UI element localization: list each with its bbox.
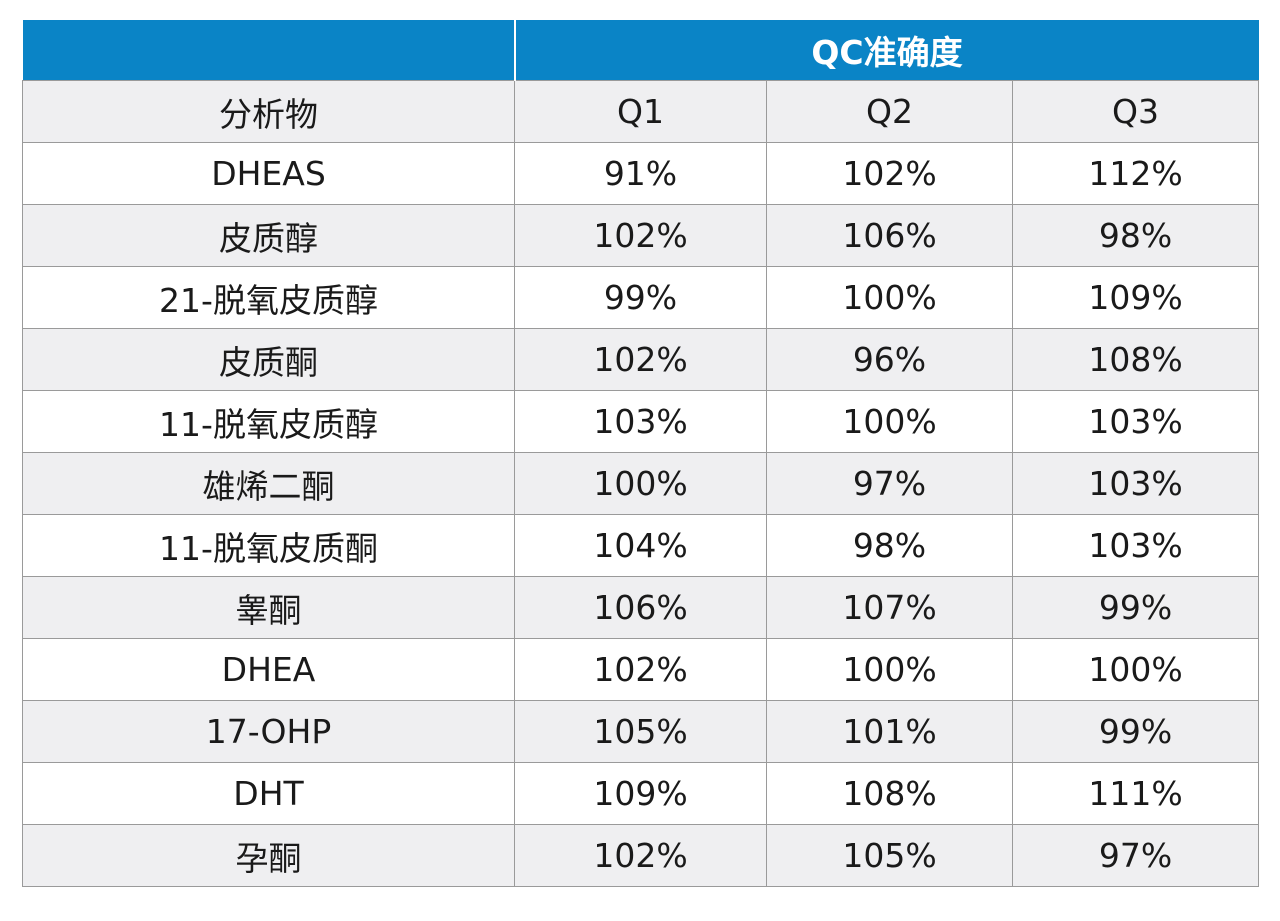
- q1-cell: 104%: [514, 514, 767, 577]
- group-header-row: QC准确度: [22, 20, 1259, 81]
- q2-cell: 107%: [766, 576, 1013, 639]
- q1-cell: 99%: [514, 266, 767, 329]
- q2-cell: 97%: [766, 452, 1013, 515]
- table-row: DHEA 102% 100% 100%: [22, 638, 1260, 701]
- q1-cell: 102%: [514, 824, 767, 887]
- q3-cell: 112%: [1011, 142, 1260, 205]
- q1-cell: 91%: [514, 142, 767, 205]
- q3-cell: 108%: [1011, 328, 1260, 391]
- analyte-cell: 雄烯二酮: [22, 452, 515, 515]
- analyte-cell: 睾酮: [22, 576, 515, 639]
- q1-cell: 106%: [514, 576, 767, 639]
- q2-cell: 98%: [766, 514, 1013, 577]
- q2-cell: 100%: [766, 638, 1013, 701]
- q3-cell: 109%: [1011, 266, 1260, 329]
- qc-accuracy-table: QC准确度 分析物 Q1 Q2 Q3 DHEAS 91% 102% 112% 皮质醇 10…: [22, 20, 1260, 887]
- table-row: 孕酮 102% 105% 97%: [22, 824, 1260, 887]
- q2-cell: 105%: [766, 824, 1013, 887]
- table-row: 21-脱氧皮质醇 99% 100% 109%: [22, 266, 1260, 329]
- table-row: 皮质酮 102% 96% 108%: [22, 328, 1260, 391]
- analyte-cell: 皮质醇: [22, 204, 515, 267]
- column-header-analyte: 分析物: [22, 80, 515, 143]
- column-header-q2: Q2: [766, 80, 1013, 143]
- q1-cell: 102%: [514, 638, 767, 701]
- q3-cell: 100%: [1011, 638, 1260, 701]
- column-header-q3: Q3: [1011, 80, 1260, 143]
- q3-cell: 97%: [1011, 824, 1260, 887]
- q1-cell: 109%: [514, 762, 767, 825]
- analyte-cell: 17-OHP: [22, 700, 515, 763]
- table-body: DHEAS 91% 102% 112% 皮质醇 102% 106% 98% 21-脱氧皮质醇 99…: [22, 142, 1260, 887]
- q2-cell: 100%: [766, 266, 1013, 329]
- q2-cell: 96%: [766, 328, 1013, 391]
- q2-cell: 106%: [766, 204, 1013, 267]
- q1-cell: 105%: [514, 700, 767, 763]
- analyte-cell: 11-脱氧皮质酮: [22, 514, 515, 577]
- analyte-cell: 11-脱氧皮质醇: [22, 390, 515, 453]
- table-row: 11-脱氧皮质醇 103% 100% 103%: [22, 390, 1260, 453]
- q1-cell: 102%: [514, 328, 767, 391]
- analyte-cell: 皮质酮: [22, 328, 515, 391]
- table-row: 11-脱氧皮质酮 104% 98% 103%: [22, 514, 1260, 577]
- analyte-cell: DHT: [22, 762, 515, 825]
- table-row: 17-OHP 105% 101% 99%: [22, 700, 1260, 763]
- q2-cell: 108%: [766, 762, 1013, 825]
- column-header-q1: Q1: [514, 80, 767, 143]
- q1-cell: 102%: [514, 204, 767, 267]
- table-row: DHEAS 91% 102% 112%: [22, 142, 1260, 205]
- q3-cell: 103%: [1011, 514, 1260, 577]
- group-header-cell: QC准确度: [514, 20, 1259, 81]
- table-row: DHT 109% 108% 111%: [22, 762, 1260, 825]
- table-row: 睾酮 106% 107% 99%: [22, 576, 1260, 639]
- q1-cell: 103%: [514, 390, 767, 453]
- analyte-cell: DHEA: [22, 638, 515, 701]
- q3-cell: 98%: [1011, 204, 1260, 267]
- q2-cell: 101%: [766, 700, 1013, 763]
- table-row: 皮质醇 102% 106% 98%: [22, 204, 1260, 267]
- q3-cell: 103%: [1011, 452, 1260, 515]
- table-row: 雄烯二酮 100% 97% 103%: [22, 452, 1260, 515]
- q1-cell: 100%: [514, 452, 767, 515]
- q2-cell: 100%: [766, 390, 1013, 453]
- analyte-cell: 孕酮: [22, 824, 515, 887]
- q3-cell: 99%: [1011, 576, 1260, 639]
- q2-cell: 102%: [766, 142, 1013, 205]
- q3-cell: 111%: [1011, 762, 1260, 825]
- analyte-cell: 21-脱氧皮质醇: [22, 266, 515, 329]
- column-header-row: 分析物 Q1 Q2 Q3: [22, 80, 1260, 143]
- q3-cell: 103%: [1011, 390, 1260, 453]
- analyte-cell: DHEAS: [22, 142, 515, 205]
- group-header-blank-cell: [22, 20, 516, 81]
- q3-cell: 99%: [1011, 700, 1260, 763]
